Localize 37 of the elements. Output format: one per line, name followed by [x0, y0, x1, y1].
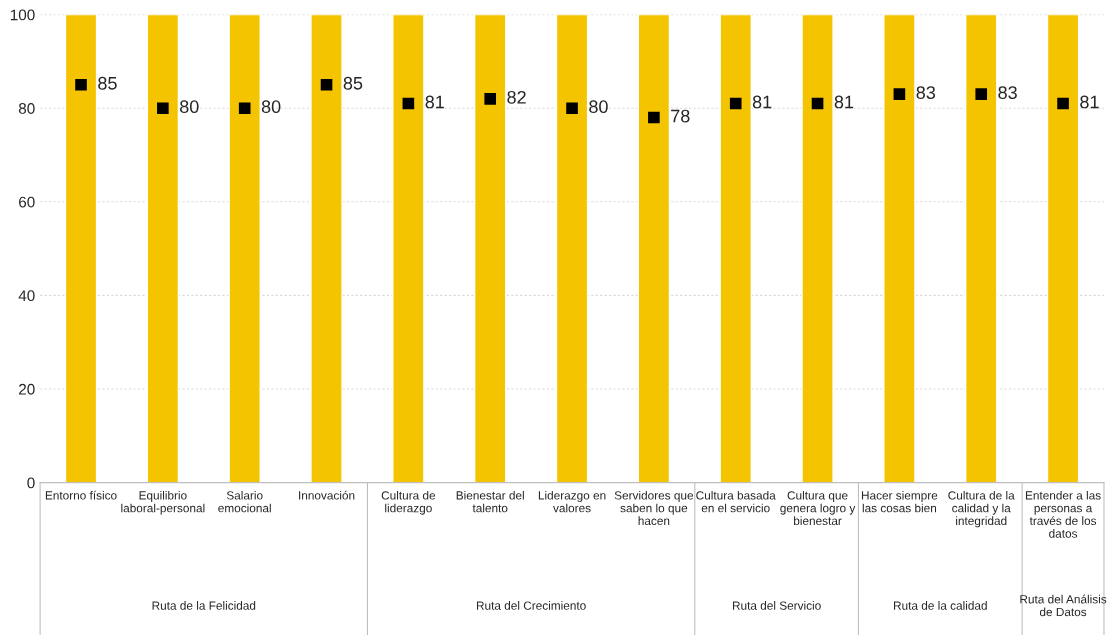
x-tick-label: Equilibrio laboral-personal: [121, 490, 205, 515]
y-tick-label: 20: [19, 383, 35, 395]
x-tick-label: Bienestar del talento: [456, 490, 524, 513]
x-tick-label: Cultura que genera logro y bienestar: [780, 490, 856, 526]
data-label: 81: [834, 95, 854, 109]
text: Ruta del Análisis de Datos: [1020, 594, 1107, 617]
data-label: 81: [752, 95, 772, 109]
x-tick-label: Entorno físico: [45, 490, 117, 500]
data-label: 81: [425, 95, 444, 109]
text: Ruta de la calidad: [894, 601, 987, 610]
data-label: 83: [998, 86, 1017, 100]
data-label: 83: [916, 86, 936, 100]
y-tick-label: 60: [19, 196, 35, 208]
x-tick-label: Salario emocional: [218, 490, 271, 513]
x-tick-label: Cultura de la calidad y la integridad: [948, 490, 1015, 528]
text: Ruta del Crecimiento: [476, 601, 586, 610]
y-tick-label: 100: [10, 9, 35, 21]
x-tick-label: Liderazgo en valores: [538, 490, 606, 513]
data-label: 85: [343, 76, 363, 90]
y-tick-label: 40: [18, 290, 35, 302]
x-tick-label: Hacer siempre las cosas bien: [861, 490, 938, 513]
y-tick-label: 0: [27, 477, 35, 489]
x-tick-label: Servidores que saben lo que hacen: [614, 490, 694, 526]
data-label: 78: [671, 109, 690, 123]
data-label: 80: [180, 100, 199, 114]
data-label: 80: [261, 100, 281, 114]
x-tick-label: Innovación: [299, 490, 355, 500]
x-tick-label: Cultura basada en el servicio: [696, 490, 776, 513]
y-tick-label: 80: [18, 103, 35, 114]
text: Ruta del Servicio: [732, 601, 821, 610]
data-label: 82: [507, 90, 526, 104]
x-tick-label: Entender a las personas a través de los datos: [1025, 490, 1101, 538]
data-label: 81: [1080, 95, 1099, 109]
data-label: 85: [98, 76, 117, 90]
data-label: 80: [589, 100, 608, 114]
text: Ruta de la Felicidad: [152, 601, 256, 610]
x-tick-label: Cultura de liderazgo: [381, 490, 436, 515]
